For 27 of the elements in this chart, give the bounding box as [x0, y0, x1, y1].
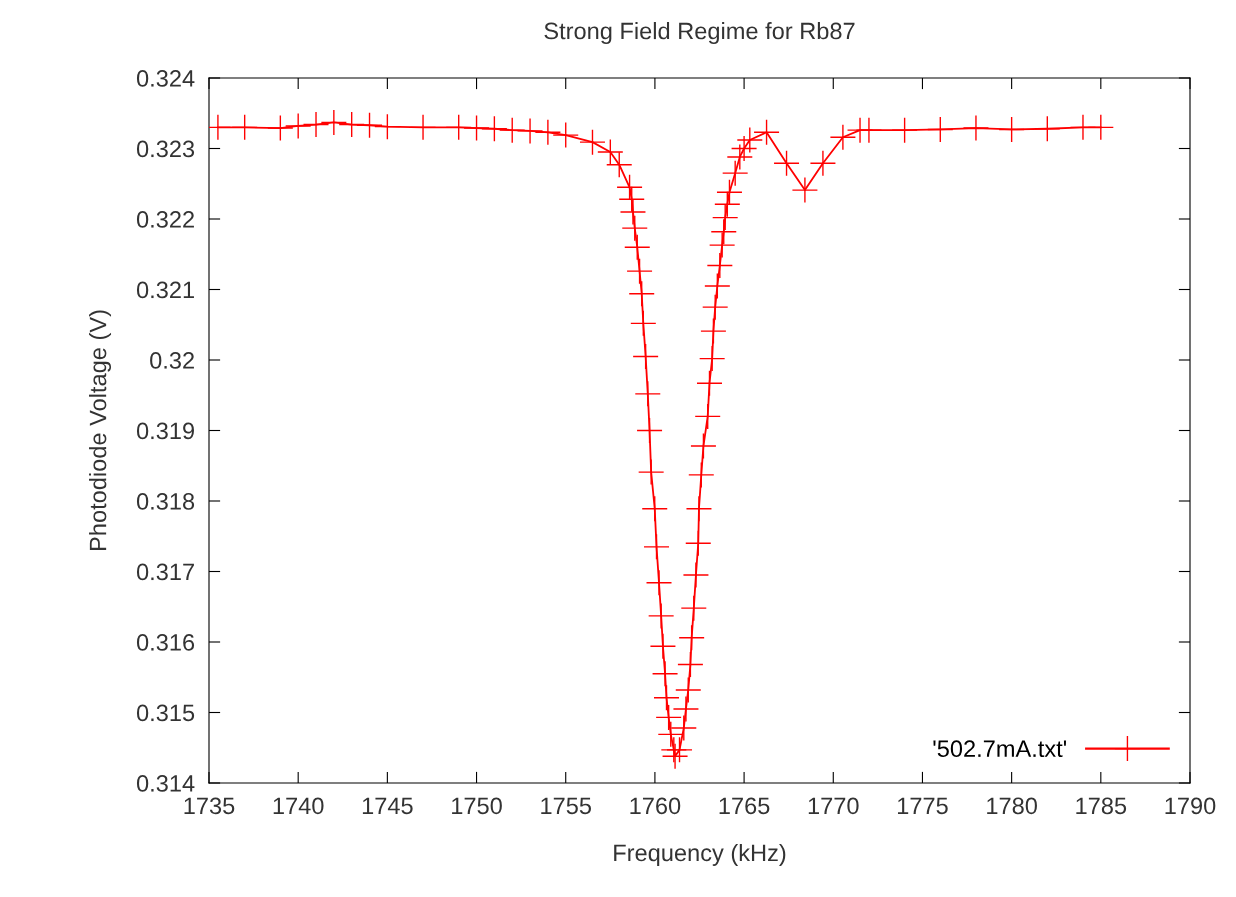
x-axis-title: Frequency (kHz) — [614, 843, 786, 866]
y-tick-label: 0.321 — [136, 281, 194, 299]
x-tick-label: 1760 — [630, 797, 681, 815]
y-axis-title: Photodiode Voltage (V) — [89, 310, 112, 550]
legend-label: '502.7mA.txt' — [933, 740, 1067, 758]
y-tick-label: 0.314 — [136, 775, 195, 792]
chart-title: Strong Field Regime for Rb87 — [544, 22, 855, 45]
x-tick-label: 1740 — [273, 797, 324, 815]
y-tick-label: 0.316 — [136, 634, 195, 651]
y-tick-label: 0.323 — [136, 140, 195, 158]
y-tick-label: 0.317 — [136, 563, 194, 581]
x-tick-label: 1755 — [541, 797, 591, 815]
y-tick-label: 0.319 — [136, 422, 194, 440]
x-tick-label: 1775 — [897, 797, 948, 815]
x-tick-label: 1750 — [452, 797, 502, 815]
y-tick-label: 0.32 — [150, 352, 194, 369]
x-tick-label: 1765 — [719, 797, 770, 815]
x-tick-label: 1790 — [1165, 797, 1216, 815]
y-tick-label: 0.322 — [136, 211, 194, 228]
y-tick-label: 0.324 — [136, 70, 195, 87]
x-tick-label: 1770 — [808, 797, 859, 815]
y-tick-label: 0.315 — [136, 704, 195, 722]
x-tick-label: 1780 — [987, 797, 1037, 815]
x-tick-label: 1735 — [184, 797, 235, 815]
y-tick-label: 0.318 — [136, 493, 195, 510]
x-tick-label: 1745 — [362, 797, 413, 815]
x-tick-label: 1785 — [1076, 797, 1127, 815]
